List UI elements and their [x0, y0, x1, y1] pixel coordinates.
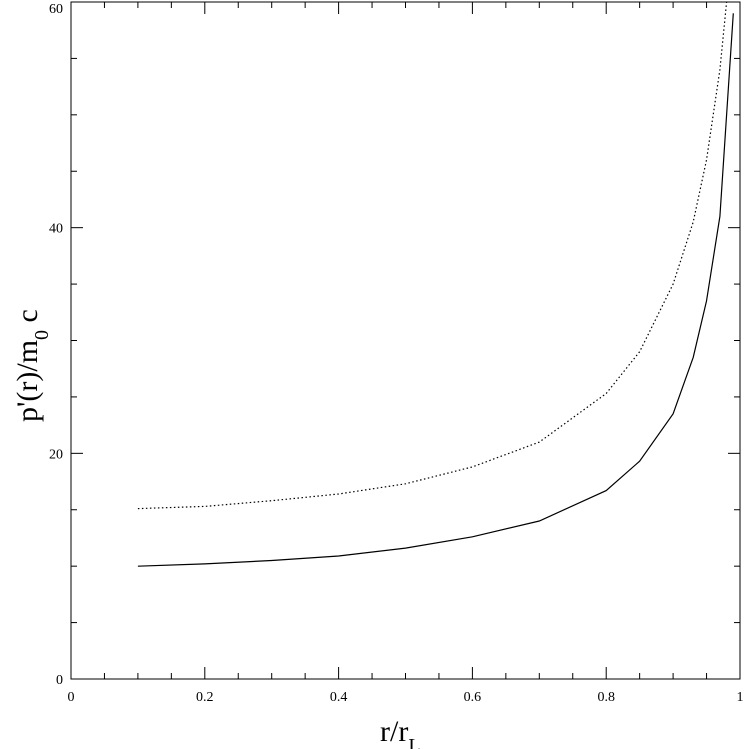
axes	[70, 1, 741, 680]
series-group	[137, 1, 734, 567]
y-axis-title: p'(r)/m0 c	[11, 309, 53, 422]
x-tick-label: 1	[737, 690, 744, 705]
x-tick-label: 0.2	[196, 690, 214, 705]
x-tick-label: 0.6	[464, 690, 482, 705]
y-tick-label: 40	[49, 222, 63, 237]
x-tick-label: 0.4	[330, 690, 348, 705]
y-tick-label: 60	[49, 2, 63, 17]
y-tick-label: 20	[49, 447, 63, 462]
x-tick-label: 0	[68, 690, 75, 705]
series-line-solid	[137, 13, 734, 567]
tick-labels: 0 0.2 0.4 0.6 0.8 1 0 20 40 60	[49, 2, 744, 705]
y-tick-label: 0	[56, 673, 63, 688]
x-tick-label: 0.8	[597, 690, 615, 705]
series-line-dotted	[137, 1, 728, 510]
plot-frame	[70, 1, 741, 680]
x-axis-title: r/rL	[380, 715, 421, 749]
